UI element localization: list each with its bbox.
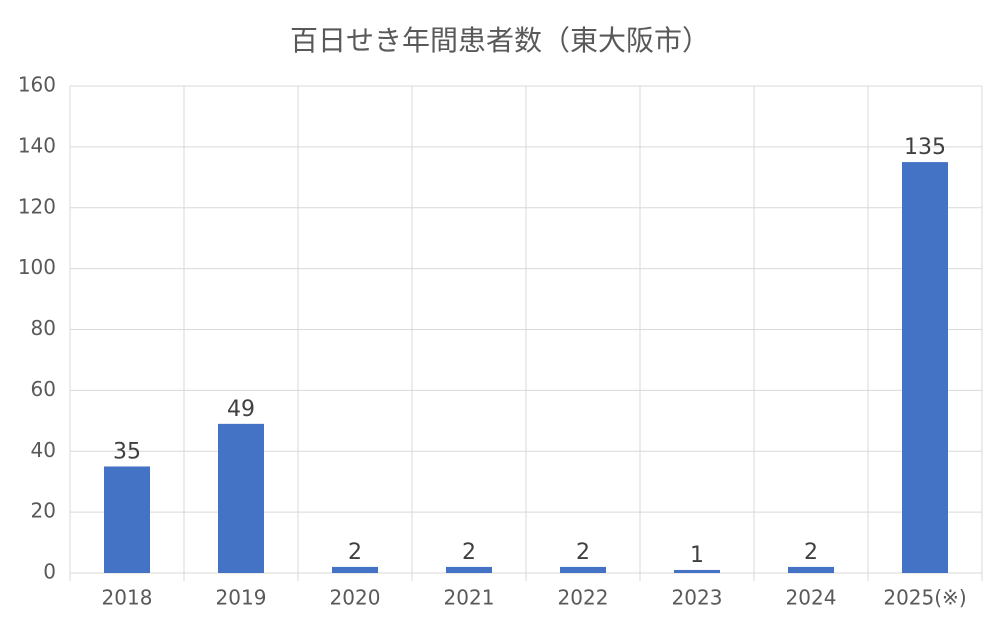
x-tick-label: 2023 (672, 586, 723, 610)
data-label: 2 (462, 540, 476, 565)
x-tick-label: 2018 (102, 586, 153, 610)
bar (446, 566, 492, 573)
y-tick-label: 20 (31, 499, 56, 523)
data-label: 135 (904, 135, 946, 160)
bar (104, 466, 150, 573)
bar (560, 566, 606, 573)
bar (788, 566, 834, 573)
y-tick-label: 140 (18, 133, 56, 157)
x-tick-label: 2025(※) (883, 586, 966, 610)
data-label: 2 (804, 540, 818, 565)
data-label: 1 (690, 543, 704, 568)
x-tick-label: 2024 (786, 586, 837, 610)
y-tick-label: 100 (18, 255, 56, 279)
bar (332, 566, 378, 573)
data-label: 2 (576, 540, 590, 565)
x-tick-label: 2020 (330, 586, 381, 610)
y-tick-label: 0 (43, 560, 56, 584)
chart-title: 百日せき年間患者数（東大阪市） (290, 24, 710, 57)
bar (902, 162, 948, 573)
y-tick-label: 80 (31, 316, 56, 340)
bar (218, 423, 264, 573)
y-tick-label: 60 (31, 377, 56, 401)
x-tick-label: 2022 (558, 586, 609, 610)
data-label: 49 (227, 397, 255, 422)
y-tick-label: 160 (18, 73, 56, 97)
x-tick-label: 2019 (216, 586, 267, 610)
bar (674, 569, 720, 573)
data-label: 2 (348, 540, 362, 565)
y-tick-label: 40 (31, 438, 56, 462)
x-tick-label: 2021 (444, 586, 495, 610)
y-tick-label: 120 (18, 194, 56, 218)
data-label: 35 (113, 439, 141, 464)
